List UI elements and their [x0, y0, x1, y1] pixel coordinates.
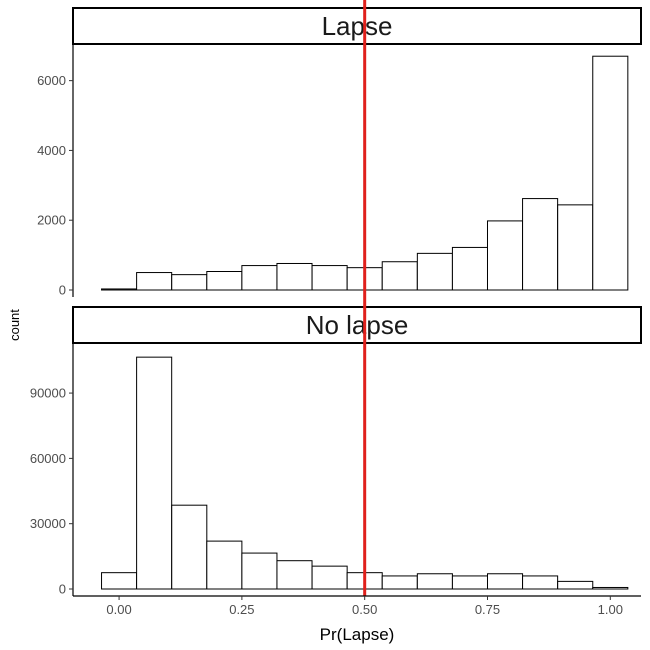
- y-tick-label: 30000: [30, 516, 66, 531]
- histogram-bar: [311, 565, 348, 590]
- y-tick-label: 6000: [37, 73, 66, 88]
- y-tick-label: 0: [59, 283, 66, 298]
- x-tick-label: 0.50: [352, 602, 377, 617]
- histogram-bar: [522, 575, 559, 590]
- histogram-bar: [381, 261, 418, 291]
- facet-panel: Lapse 0 2000 4000 6000: [37, 7, 642, 298]
- histogram-bar: [276, 560, 313, 590]
- histogram-bar: [522, 198, 559, 291]
- histogram-bar: [592, 586, 629, 590]
- facet-strip: [72, 306, 642, 344]
- histogram-bar: [206, 271, 243, 291]
- y-tick-label: 2000: [37, 213, 66, 228]
- x-axis: 0.00 0.25 0.50 0.75 1.00: [73, 595, 641, 617]
- histogram-bar: [381, 575, 418, 590]
- histogram-bar: [486, 573, 524, 590]
- histogram-bar: [241, 552, 278, 590]
- panels-layer: Lapse 0 2000 4000 6000 No lapse 0 30000 60000 900…: [30, 7, 642, 597]
- histogram-bar: [451, 246, 488, 291]
- histogram-bar: [416, 573, 453, 590]
- histogram-bar: [171, 504, 208, 590]
- facet-strip-label: No lapse: [306, 310, 409, 340]
- histogram-bar: [486, 220, 524, 291]
- histogram-bar: [206, 540, 243, 590]
- x-tick-label: 1.00: [598, 602, 623, 617]
- facet-strip: [72, 7, 642, 45]
- histogram-bar: [136, 356, 173, 590]
- x-axis-title: Pr(Lapse): [320, 625, 395, 644]
- y-tick-label: 60000: [30, 451, 66, 466]
- y-tick-label: 4000: [37, 143, 66, 158]
- histogram-bar: [311, 265, 348, 291]
- facet-strip-label: Lapse: [322, 11, 393, 41]
- histogram-bar: [592, 55, 629, 291]
- histogram-bar: [136, 272, 173, 291]
- y-tick-label: 90000: [30, 386, 66, 401]
- x-tick-label: 0.00: [106, 602, 131, 617]
- y-tick-label: 0: [59, 582, 66, 597]
- histogram-bar: [171, 274, 208, 291]
- histogram-bar: [557, 204, 594, 291]
- y-axis-title: count: [7, 309, 22, 341]
- histogram-bar: [451, 575, 488, 590]
- histogram-bar: [416, 252, 453, 291]
- histogram-bar: [101, 572, 138, 590]
- histogram-bar: [101, 288, 138, 291]
- x-tick-label: 0.25: [229, 602, 254, 617]
- histogram-bar: [276, 262, 313, 291]
- histogram-bar: [241, 265, 278, 291]
- facet-panel: No lapse 0 30000 60000 90000: [30, 306, 642, 597]
- histogram-bar: [557, 580, 594, 590]
- x-tick-label: 0.75: [475, 602, 500, 617]
